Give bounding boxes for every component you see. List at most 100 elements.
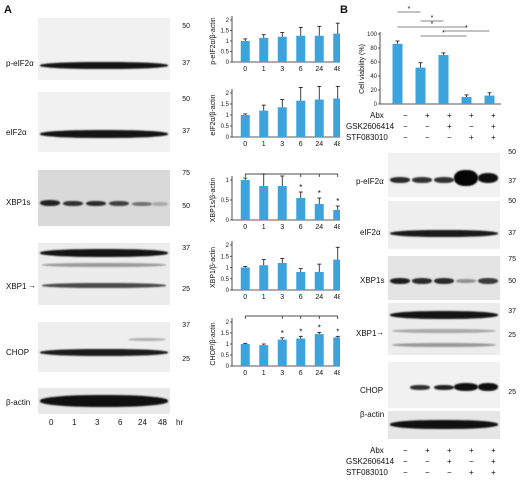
blot-label-xbp1: XBP1	[6, 282, 27, 291]
treatment-sign: −	[403, 468, 408, 477]
bar	[277, 36, 287, 62]
treatment-sign: +	[447, 457, 452, 466]
blot-label-eif2a: eIF2α	[360, 228, 381, 237]
y-tick-label: 1	[226, 266, 230, 272]
treatment-sign: +	[491, 111, 496, 120]
mw-marker: 50	[508, 278, 516, 285]
x-tick-label: 0	[243, 370, 247, 377]
bar	[277, 339, 287, 366]
bar	[461, 97, 472, 104]
blot-label-beta-actin: β-actin	[6, 398, 31, 407]
bar	[240, 115, 250, 137]
significance-star: *	[299, 327, 302, 336]
bar	[314, 99, 324, 137]
x-tick-label: 3	[280, 370, 284, 377]
y-axis-label: XBP1s/β-actin	[210, 178, 217, 223]
treatment-sign: +	[447, 122, 452, 131]
significance-star: *	[431, 21, 434, 28]
western-blot-chop	[388, 362, 500, 408]
bar	[415, 67, 426, 104]
significance-star: *	[431, 15, 434, 22]
treatment-sign: −	[403, 122, 408, 131]
mw-marker: 37	[182, 60, 190, 67]
y-tick-label: 1.5	[221, 331, 230, 337]
bar	[392, 43, 403, 104]
x-tick-label: 3	[280, 141, 284, 148]
arrow-icon: →	[376, 328, 384, 337]
y-axis-label: p-eIF2α/β-actin	[210, 17, 217, 64]
mw-marker: 37	[508, 230, 516, 237]
bar	[277, 186, 287, 220]
treatment-name: GSK2606414	[346, 122, 395, 131]
y-tick-label: 20	[370, 88, 377, 94]
treatment-sign: −	[425, 122, 430, 131]
mw-marker: 75	[508, 256, 516, 263]
time-unit: hr	[176, 418, 184, 427]
blot-label-eif2a: eIF2α	[6, 128, 27, 137]
western-blot-p-eif2a	[388, 153, 500, 197]
y-tick-label: 0	[374, 102, 378, 108]
western-blot-xbp1s	[38, 170, 170, 226]
bar	[240, 267, 250, 290]
treatment-name: Abx	[370, 446, 384, 455]
bar	[240, 41, 250, 62]
mw-marker: 50	[508, 149, 516, 156]
y-tick-label: 0.5	[221, 198, 230, 204]
bar	[314, 334, 324, 366]
panel-a-letter: A	[4, 4, 12, 16]
bar	[296, 272, 306, 290]
y-tick-label: 2	[226, 243, 230, 249]
x-tick-label: 48	[334, 294, 340, 301]
y-tick-label: 100	[367, 32, 378, 38]
x-tick-label: 6	[299, 294, 303, 301]
bar	[277, 263, 287, 290]
bar	[314, 35, 324, 62]
y-tick-label: 2	[226, 91, 230, 97]
bar	[438, 55, 449, 104]
x-tick-label: 48	[334, 141, 340, 148]
blot-label-chop: CHOP	[360, 386, 384, 395]
western-blot-eif2a	[388, 201, 500, 249]
bar	[333, 259, 340, 290]
x-tick-label: 1	[262, 66, 266, 73]
treatment-sign: −	[425, 457, 430, 466]
x-tick-label: 24	[315, 294, 323, 301]
y-tick-label: 0.5	[221, 50, 230, 56]
lane-label: 1	[72, 418, 77, 427]
x-tick-label: 0	[243, 294, 247, 301]
significance-star: *	[336, 197, 339, 206]
bar	[259, 265, 269, 290]
treatment-name: GSK2606414	[346, 457, 395, 466]
x-tick-label: 3	[280, 224, 284, 231]
treatment-sign: −	[447, 133, 452, 142]
treatment-sign: +	[447, 111, 452, 120]
bar	[259, 110, 269, 137]
mw-marker: 25	[182, 286, 190, 293]
mw-marker: 50	[182, 96, 190, 103]
treatment-sign: +	[469, 446, 474, 455]
lane-label: 48	[158, 418, 167, 427]
y-axis-label: Cell viability (%)	[359, 44, 366, 94]
western-blot-xbp1	[38, 243, 170, 305]
treatment-sign: +	[469, 133, 474, 142]
y-tick-label: 2	[226, 18, 230, 24]
y-tick-label: 80	[370, 46, 377, 52]
significance-star: *	[442, 30, 445, 37]
mw-marker: 50	[508, 198, 516, 205]
bar	[296, 338, 306, 366]
y-axis-label: XBP1/β-actin	[210, 247, 217, 288]
bar	[240, 344, 250, 366]
y-tick-label: 1.5	[221, 254, 230, 260]
bar	[259, 345, 269, 366]
y-tick-label: 0	[226, 60, 230, 66]
significance-star: *	[408, 6, 411, 13]
mw-marker: 37	[508, 308, 516, 315]
y-tick-label: 0.5	[221, 124, 230, 130]
x-tick-label: 48	[334, 224, 340, 231]
x-tick-label: 24	[315, 66, 323, 73]
